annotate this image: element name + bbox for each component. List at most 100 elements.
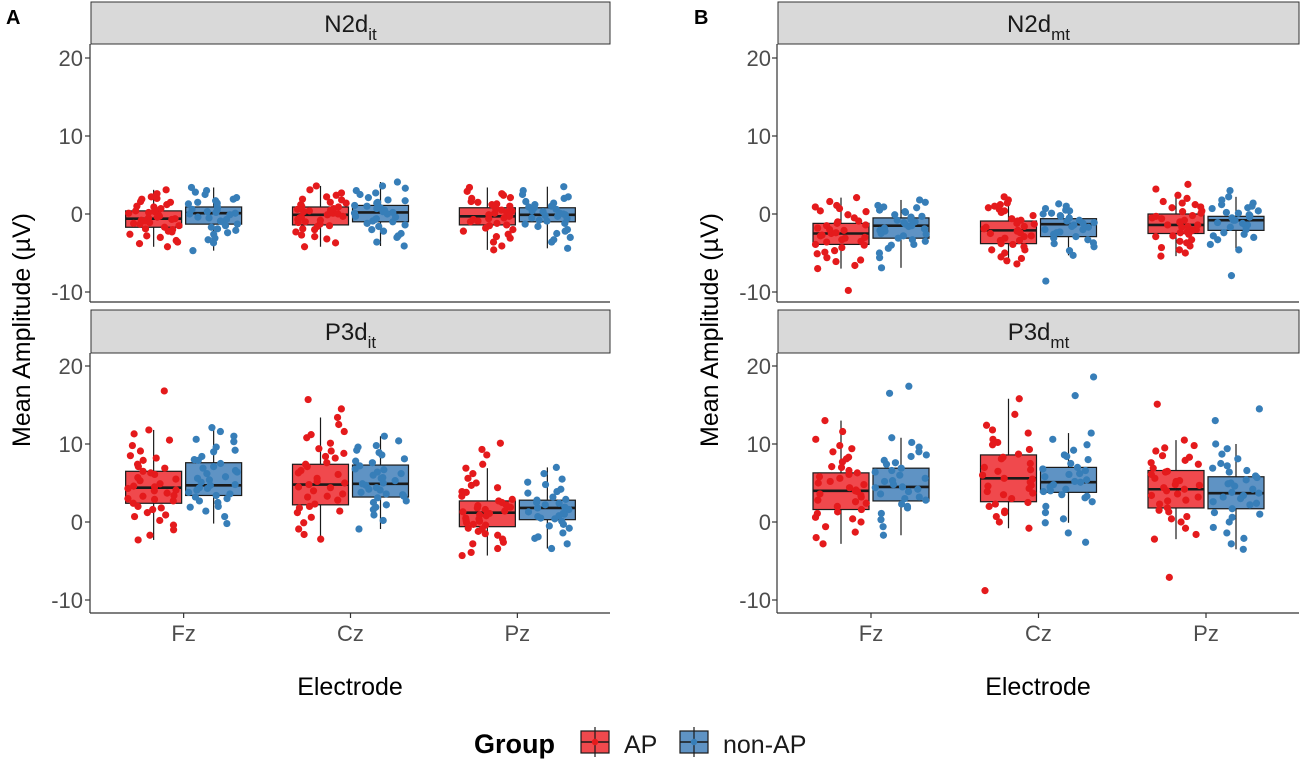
data-point [170,491,178,500]
data-point [1046,487,1055,495]
data-point [559,210,567,218]
data-point [326,198,334,206]
data-point [309,487,318,495]
data-point [905,382,913,390]
data-point [375,448,383,457]
data-point [169,526,178,534]
facet-p3d-mt: P3dmt -10 0 10 20 Fz Cz Pz [739,309,1300,646]
data-point [129,219,138,227]
data-point [811,203,819,211]
facet-label-sub: it [368,333,377,352]
data-point [493,484,502,492]
data-point [821,523,830,531]
data-point [559,520,568,528]
box-cz-ap [291,395,350,543]
data-point [896,471,904,479]
data-point [1197,203,1205,211]
data-point [553,487,561,496]
data-point [192,435,200,443]
data-point [981,587,989,595]
data-point [887,241,895,249]
data-point [1214,236,1222,244]
data-point [1212,440,1220,448]
facet-label-base: N2d [1007,11,1051,38]
box-fz-ap [124,387,183,544]
facet-p3d-it: P3dit -10 0 10 20 Fz Cz Pz [51,309,611,646]
data-point [1014,450,1023,458]
data-point [1039,487,1048,496]
box-fz-non-ap [871,382,930,539]
data-point [323,492,331,500]
data-point [372,503,380,511]
legend-title: Group [474,729,555,759]
data-point [552,463,560,471]
data-point [305,480,313,489]
data-point [1008,495,1016,503]
data-point [1087,429,1095,437]
data-point [506,211,514,220]
data-point [894,234,902,242]
data-point [862,221,870,229]
data-point [1084,223,1093,231]
data-point [885,389,894,397]
data-point [1239,545,1247,553]
data-point [891,459,900,467]
data-point [313,477,321,486]
data-point [400,492,408,500]
data-point [564,193,572,201]
data-point [1254,207,1262,215]
data-point [821,248,829,256]
data-point [1147,459,1155,467]
data-point [302,460,310,468]
data-point [210,448,218,456]
x-tick-label-cz: Cz [337,621,364,646]
data-point [1083,492,1091,500]
data-point [307,513,315,521]
data-point [371,215,380,224]
data-point [506,234,514,242]
data-point [1039,210,1047,218]
data-point [888,477,897,485]
data-point [1027,232,1035,240]
data-point [368,459,376,467]
data-point [492,233,501,241]
data-point [199,464,207,472]
data-point [880,203,888,211]
data-point [175,222,183,230]
box-pz-non-ap [518,183,576,252]
data-point [326,439,335,447]
data-point [1088,498,1096,506]
data-point [1041,226,1049,234]
data-point [888,466,896,475]
data-point [184,200,193,208]
box-fz-non-ap [872,196,930,272]
data-point [1194,493,1202,501]
data-point [1226,187,1234,195]
data-point [1020,222,1028,231]
data-point [216,217,225,225]
data-point [136,477,144,485]
data-point [305,207,313,215]
data-point [842,455,851,463]
data-point [857,256,865,264]
facet-label-sub: mt [1050,333,1069,352]
data-point [340,427,348,436]
facet-label-sub: mt [1051,25,1070,44]
data-point [163,243,172,251]
data-point [463,187,471,195]
legend-label-ap: AP [624,731,657,759]
facet-strip [777,309,1300,354]
data-point [814,224,822,232]
data-point [146,218,154,227]
data-point [298,202,306,210]
data-point [844,286,852,295]
data-point [1244,204,1252,212]
data-point [1155,500,1164,508]
data-point [191,493,200,501]
data-point [922,496,930,504]
data-point [876,254,884,262]
y-tick-label: 10 [747,432,771,457]
data-point [521,220,529,228]
data-point [834,508,842,516]
data-point [547,202,556,210]
